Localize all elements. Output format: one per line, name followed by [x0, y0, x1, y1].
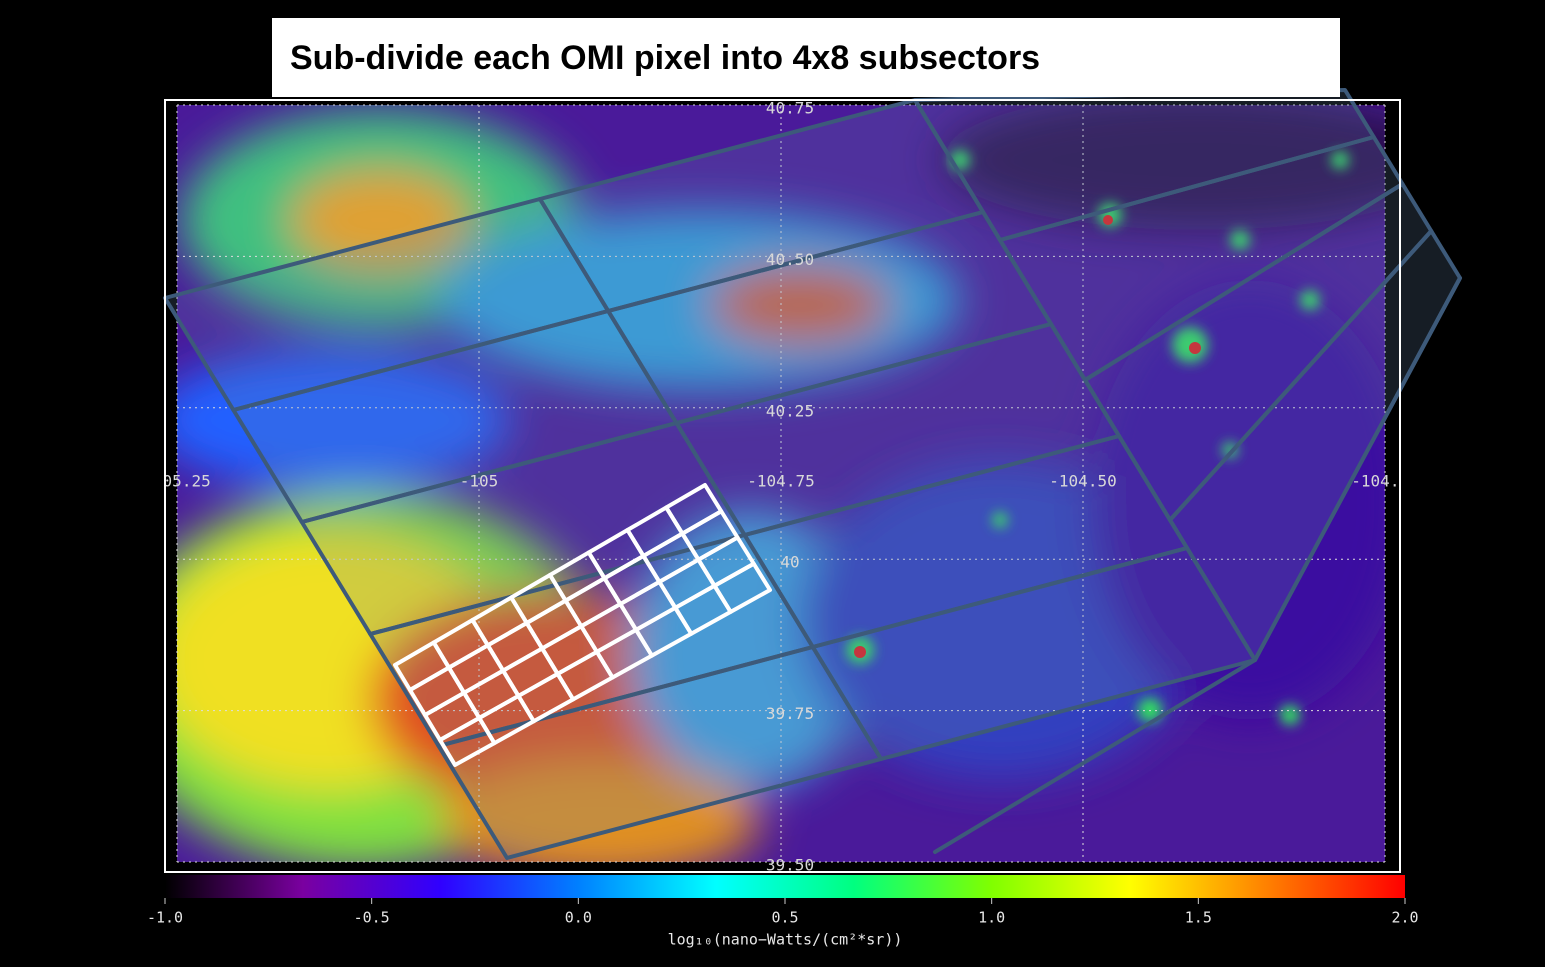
x-tick-label: -104.75 — [747, 472, 814, 491]
chart-title: Sub-divide each OMI pixel into 4x8 subse… — [290, 39, 1040, 77]
colorbar-tick-label: -0.5 — [354, 909, 390, 927]
x-tick-label: -104.50 — [1049, 472, 1116, 491]
y-tick-label: 40.75 — [766, 99, 814, 118]
colorbar-tick-label: 0.0 — [565, 909, 592, 927]
colorbar-tick-label: 1.0 — [978, 909, 1005, 927]
colorbar-tick-label: 0.5 — [771, 909, 798, 927]
colorbar-tick-label: 1.5 — [1185, 909, 1212, 927]
y-tick-label: 39.75 — [766, 704, 814, 723]
colorbar-label: log₁₀(nano−Watts/(cm²*sr)) — [668, 931, 903, 949]
colorbar — [165, 875, 1405, 898]
y-tick-label: 40.50 — [766, 250, 814, 269]
x-tick-label: -105 — [460, 472, 499, 491]
colorbar-tick-label: -1.0 — [147, 909, 183, 927]
chart: -105.25-105-104.75-104.50-104.2539.5039.… — [0, 0, 1545, 967]
y-tick-label: 40.25 — [766, 401, 814, 420]
y-tick-label: 40 — [780, 553, 799, 572]
colorbar-tick-label: 2.0 — [1391, 909, 1418, 927]
